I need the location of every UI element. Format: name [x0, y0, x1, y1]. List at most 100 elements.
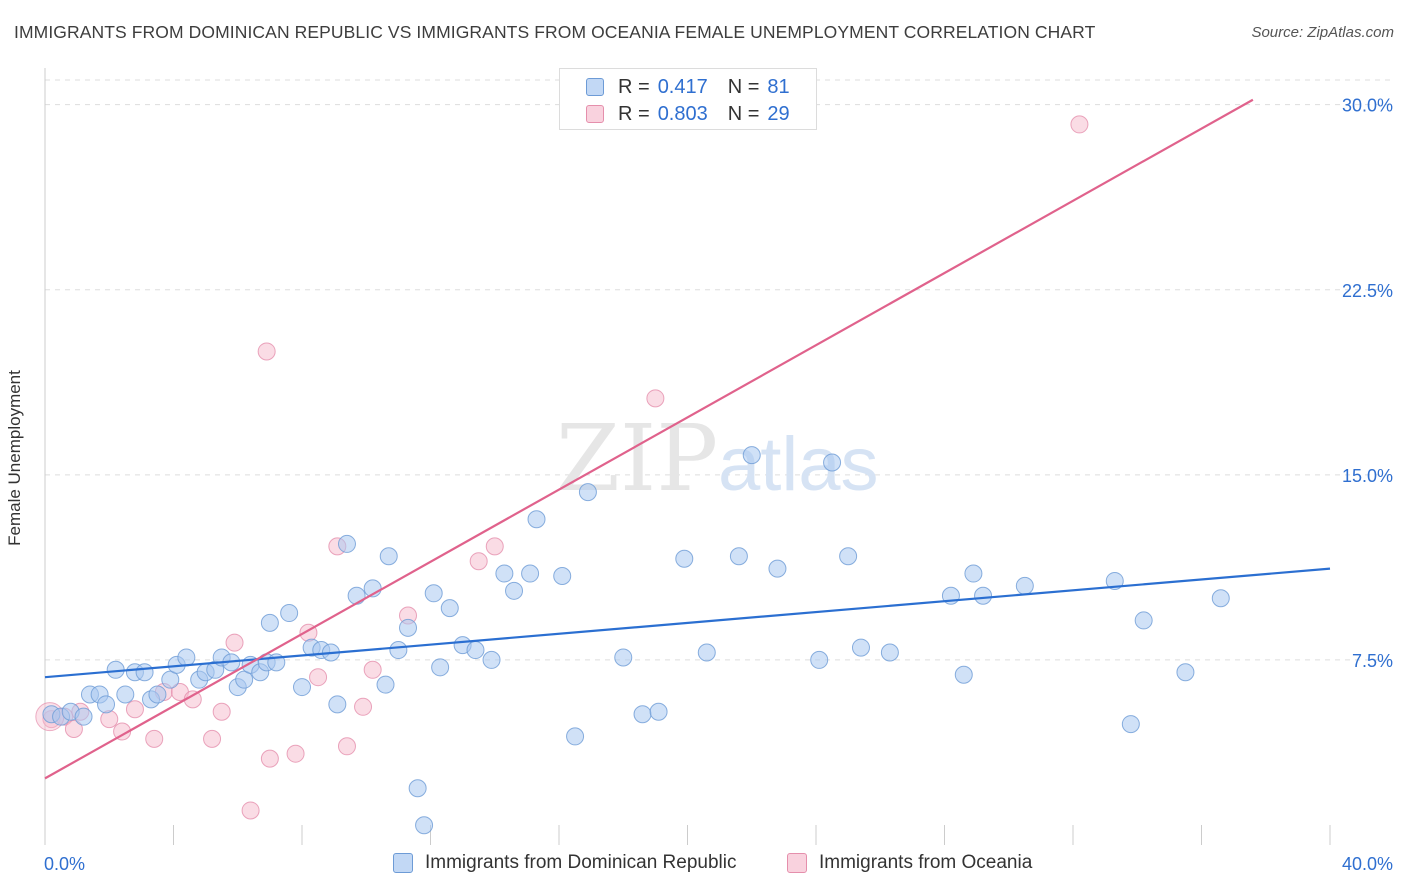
oceania-point: [212, 702, 231, 721]
dominican-republic-point: [482, 650, 501, 669]
dominican-republic-point: [280, 604, 299, 623]
dominican-republic-point: [697, 643, 716, 662]
legend-row-oceania: R = 0.803 N = 29: [586, 101, 790, 127]
dominican-republic-point: [527, 510, 546, 529]
y-axis-label: Female Unemployment: [5, 370, 24, 546]
r-label: R =: [618, 102, 650, 125]
y-tick-label: 30.0%: [1342, 96, 1393, 116]
dominican-republic-point: [177, 648, 196, 667]
dominican-republic-point: [505, 581, 524, 600]
oceania-point: [646, 389, 665, 408]
tick-labels: 7.5% 15.0% 22.5% 30.0% 0.0% 40.0%: [44, 96, 1393, 874]
dominican-republic-point: [260, 613, 279, 632]
dominican-republic-point: [293, 678, 311, 697]
n-value: 81: [767, 75, 790, 98]
dominican-republic-point: [521, 564, 540, 583]
blue-swatch: [393, 853, 413, 873]
dominican-republic-point: [328, 695, 347, 714]
dominican-republic-point: [1176, 663, 1195, 682]
dominican-republic-point: [1015, 576, 1034, 595]
dominican-republic-point: [839, 547, 858, 566]
oceania-point: [64, 720, 83, 739]
grid-lines: [45, 79, 1392, 661]
y-tick-label: 7.5%: [1352, 651, 1393, 671]
dominican-republic-point: [1134, 611, 1153, 630]
oceania-point: [469, 552, 488, 571]
dominican-republic-point: [337, 534, 356, 553]
dominican-republic-point: [399, 618, 418, 637]
dominican-republic-point: [974, 586, 993, 605]
r-label: R =: [618, 75, 650, 98]
dominican-republic-points: [42, 446, 1230, 835]
dominican-republic-point: [415, 816, 434, 835]
watermark-atlas: atlas: [718, 422, 879, 507]
dominican-republic-point: [389, 641, 408, 660]
dominican-republic-point: [566, 727, 585, 746]
dominican-republic-point: [440, 599, 459, 618]
r-value: 0.417: [657, 75, 708, 98]
dominican-republic-point: [235, 670, 254, 689]
dominican-republic-point: [466, 641, 485, 660]
dominican-republic-point: [954, 665, 973, 684]
legend-item-oceania[interactable]: Immigrants from Oceania: [787, 852, 1032, 874]
x-tick-label: 40.0%: [1342, 854, 1393, 874]
legend-row-dominican-republic: R = 0.417 N = 81: [586, 74, 790, 100]
dominican-republic-point: [675, 549, 694, 568]
dominican-republic-point: [74, 707, 93, 726]
dominican-republic-point: [614, 648, 633, 667]
dominican-republic-point: [431, 658, 450, 677]
dominican-republic-point: [1105, 571, 1124, 590]
oceania-point: [485, 537, 504, 556]
dominican-republic-point: [161, 670, 180, 689]
oceania-point: [100, 710, 119, 729]
source-label: Source: ZipAtlas.com: [1251, 24, 1394, 41]
dominican-republic-point: [742, 446, 761, 465]
dominican-republic-point: [376, 675, 395, 694]
oceania-point: [286, 744, 305, 763]
dominican-republic-point: [116, 685, 135, 704]
dominican-republic-point: [379, 547, 398, 566]
dominican-republic-point: [424, 584, 443, 603]
oceania-point: [260, 749, 279, 768]
dominican-republic-point: [1211, 589, 1230, 608]
oceania-point: [125, 700, 144, 719]
n-value: 29: [767, 102, 790, 125]
legend-label: Immigrants from Dominican Republic: [425, 852, 737, 873]
dominican-republic-point: [729, 547, 748, 566]
dominican-republic-point: [880, 643, 899, 662]
dominican-republic-point: [408, 779, 427, 798]
legend-item-dominican-republic[interactable]: Immigrants from Dominican Republic: [393, 852, 737, 874]
dominican-republic-point: [633, 705, 652, 724]
r-value: 0.803: [657, 102, 708, 125]
dominican-republic-point: [578, 483, 597, 502]
blue-swatch: [586, 78, 604, 96]
dominican-republic-point: [964, 564, 983, 583]
trend-lines: [44, 98, 1331, 780]
series-legend: Immigrants from Dominican Republic Immig…: [0, 850, 1406, 880]
x-tick-label: 0.0%: [44, 854, 85, 874]
n-label: N =: [727, 75, 760, 98]
legend-label: Immigrants from Oceania: [819, 852, 1033, 873]
correlation-legend: R = 0.417 N = 81 R = 0.803 N = 29: [559, 68, 817, 130]
pink-swatch: [586, 105, 604, 123]
dominican-republic-point: [823, 453, 842, 472]
dominican-republic-point: [495, 564, 514, 583]
dominican-republic-point: [851, 638, 870, 657]
dominican-republic-point: [347, 586, 366, 605]
oceania-point: [225, 633, 244, 652]
dominican-republic-point: [1121, 715, 1140, 734]
oceania-point: [257, 342, 276, 361]
dominican-republic-point: [810, 650, 829, 669]
oceania-point: [203, 729, 222, 748]
dominican-republic-point: [553, 567, 572, 586]
oceania-point: [309, 668, 328, 687]
oceania-point: [363, 660, 382, 679]
pink-swatch: [787, 853, 807, 873]
dominican-republic-point: [649, 702, 668, 721]
oceania-point: [1070, 115, 1089, 134]
oceania-point: [241, 801, 260, 820]
oceania-point: [354, 697, 373, 716]
y-tick-label: 22.5%: [1342, 281, 1393, 301]
chart-title: IMMIGRANTS FROM DOMINICAN REPUBLIC VS IM…: [14, 22, 1096, 42]
